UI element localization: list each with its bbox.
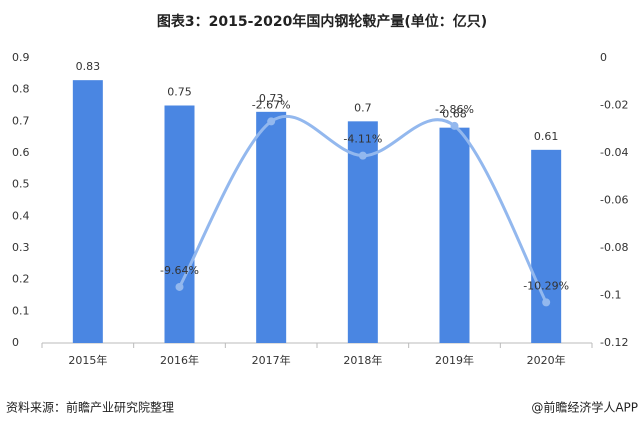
y2-tick-label: -0.04 bbox=[600, 146, 628, 159]
line-point bbox=[542, 298, 551, 307]
y-tick-label: 0.4 bbox=[12, 209, 30, 222]
line-value-label: -4.11% bbox=[343, 133, 382, 146]
x-tick-label: 2020年 bbox=[527, 353, 566, 367]
bar-value-label: 0.68 bbox=[442, 108, 467, 121]
x-tick-label: 2017年 bbox=[252, 353, 291, 367]
y-tick-label: 0.3 bbox=[12, 241, 30, 254]
line-point bbox=[450, 121, 459, 130]
line-value-label: -9.64% bbox=[160, 264, 199, 277]
x-tick-label: 2018年 bbox=[343, 353, 382, 367]
y2-tick-label: -0.1 bbox=[600, 289, 621, 302]
y2-tick-label: -0.02 bbox=[600, 99, 628, 112]
y-tick-label: 0.9 bbox=[12, 51, 30, 64]
line-point bbox=[175, 282, 184, 291]
credit: @前瞻经济学人APP bbox=[531, 400, 638, 415]
bar-value-label: 0.73 bbox=[259, 92, 284, 105]
bar-value-label: 0.61 bbox=[534, 130, 559, 143]
bar bbox=[439, 127, 470, 344]
bar bbox=[72, 80, 103, 344]
line-value-label: -10.29% bbox=[523, 279, 569, 292]
line-value-label: -2.86% bbox=[435, 103, 474, 116]
y-tick-label: 0.2 bbox=[12, 273, 30, 286]
y2-tick-label: -0.08 bbox=[600, 241, 628, 254]
y-tick-label: 0.5 bbox=[12, 178, 30, 191]
x-tick-label: 2016年 bbox=[160, 353, 199, 367]
bar bbox=[531, 149, 562, 343]
line-value-label: -2.67% bbox=[252, 98, 291, 111]
y2-tick-label: -0.12 bbox=[600, 336, 628, 349]
bar bbox=[256, 111, 287, 343]
bar-value-label: 0.7 bbox=[354, 101, 372, 114]
chart-title: 图表3：2015-2020年国内钢轮毂产量(单位：亿只) bbox=[157, 13, 487, 30]
line-point bbox=[358, 151, 367, 160]
bar bbox=[164, 105, 195, 343]
x-tick-label: 2015年 bbox=[68, 353, 107, 367]
source: 资料来源：前瞻产业研究院整理 bbox=[6, 400, 174, 415]
bar-value-label: 0.83 bbox=[76, 60, 101, 73]
y-tick-label: 0.1 bbox=[12, 304, 30, 317]
y2-tick-label: 0 bbox=[600, 51, 607, 64]
y-tick-label: 0.6 bbox=[12, 146, 30, 159]
y-tick-label: 0.7 bbox=[12, 114, 30, 127]
line-point bbox=[267, 117, 276, 126]
y-tick-label: 0 bbox=[12, 336, 19, 349]
x-tick-label: 2019年 bbox=[435, 353, 474, 367]
y-tick-label: 0.8 bbox=[12, 83, 30, 96]
bar-value-label: 0.75 bbox=[167, 86, 192, 99]
y2-tick-label: -0.06 bbox=[600, 194, 628, 207]
